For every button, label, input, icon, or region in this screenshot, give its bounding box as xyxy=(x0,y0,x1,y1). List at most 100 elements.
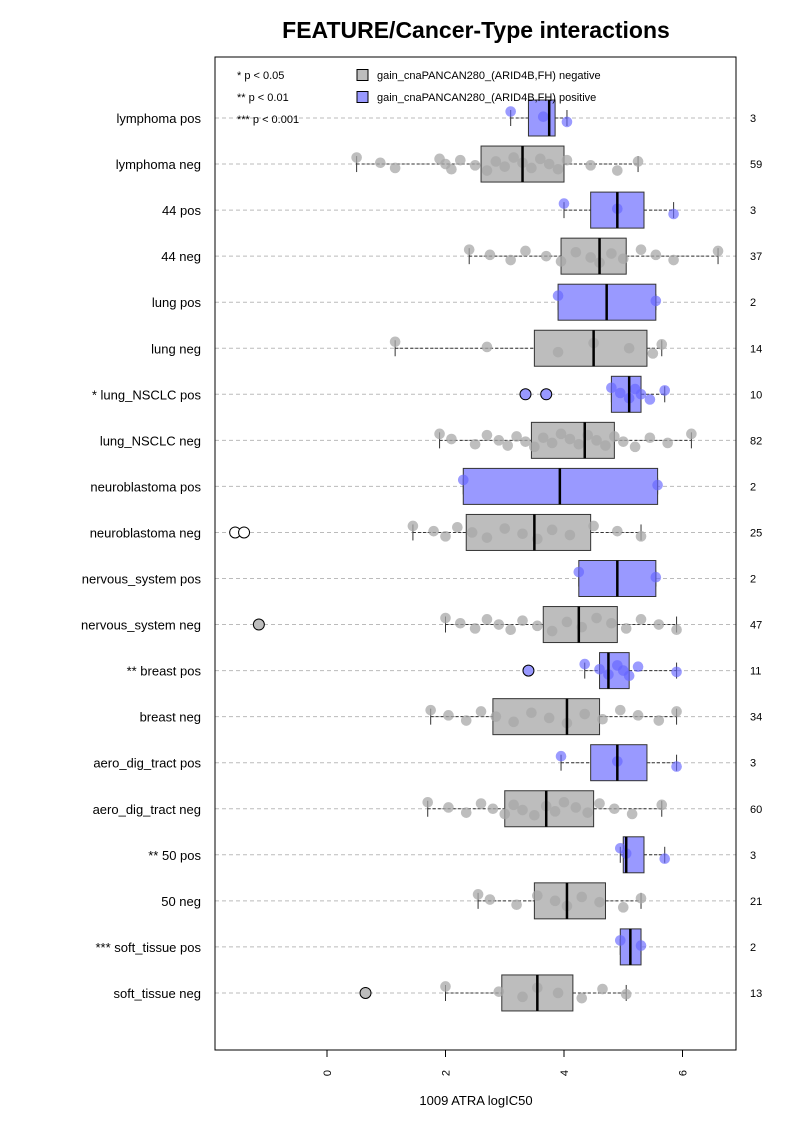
data-point xyxy=(585,160,596,171)
data-point xyxy=(712,245,724,257)
data-point xyxy=(564,529,576,541)
data-point xyxy=(564,433,576,445)
row-label: ** 50 pos xyxy=(148,848,201,863)
sample-counts: 3 59 3 37 2 14 10 82 2 25 2 47 11 34 3 60 3 21 2 13 xyxy=(750,113,762,1000)
data-point xyxy=(650,571,662,583)
data-point xyxy=(591,435,602,446)
data-point xyxy=(671,706,682,717)
data-point xyxy=(469,623,481,634)
data-point xyxy=(517,804,528,816)
data-point xyxy=(668,208,679,220)
x-axis: 0 2 4 6 xyxy=(322,1050,690,1076)
data-point xyxy=(511,899,522,911)
data-point xyxy=(612,165,623,176)
box-row xyxy=(552,283,662,321)
data-point xyxy=(493,619,505,630)
data-point xyxy=(558,796,570,808)
row-label: 44 neg xyxy=(161,249,201,264)
data-point xyxy=(600,440,611,451)
box-row xyxy=(422,790,668,828)
data-point xyxy=(469,160,481,171)
data-point xyxy=(552,346,564,358)
data-point xyxy=(351,152,362,163)
row-label: nervous_system pos xyxy=(82,572,202,587)
data-point xyxy=(487,803,499,815)
row-count: 60 xyxy=(750,804,762,816)
data-point xyxy=(561,116,573,128)
row-count: 3 xyxy=(750,205,756,217)
row-count: 14 xyxy=(750,343,762,355)
data-point xyxy=(647,348,659,359)
data-point xyxy=(635,531,647,542)
data-point xyxy=(597,713,608,725)
row-count: 2 xyxy=(750,297,756,309)
data-point xyxy=(499,808,511,820)
data-point xyxy=(472,889,484,900)
row-count: 11 xyxy=(750,666,761,678)
data-point xyxy=(671,761,682,772)
data-point xyxy=(499,523,511,534)
significance-legend-entry: ** p < 0.01 xyxy=(237,92,289,104)
data-point xyxy=(446,163,457,175)
data-point xyxy=(650,249,662,261)
data-point xyxy=(526,707,537,719)
data-point xyxy=(579,708,591,720)
x-tick-label: 4 xyxy=(559,1070,571,1076)
data-point xyxy=(617,253,629,265)
data-point xyxy=(606,248,617,259)
row-count: 10 xyxy=(750,389,762,401)
significance-legend-entry: * p < 0.05 xyxy=(237,70,284,82)
box-row xyxy=(252,606,682,644)
row-label: lung neg xyxy=(151,341,201,356)
data-point xyxy=(635,244,647,255)
data-point xyxy=(481,165,493,176)
x-tick-label: 0 xyxy=(322,1070,334,1076)
row-label: 50 neg xyxy=(161,894,201,909)
data-point xyxy=(594,664,605,675)
row-count: 3 xyxy=(750,850,756,862)
data-point xyxy=(555,256,567,267)
data-point xyxy=(502,440,514,451)
data-point xyxy=(570,246,582,258)
row-count: 2 xyxy=(750,942,756,954)
row-label: 44 pos xyxy=(162,203,202,218)
row-label: lymphoma pos xyxy=(116,111,201,126)
data-point xyxy=(606,617,617,629)
row-label: lung_NSCLC neg xyxy=(100,433,201,448)
data-point xyxy=(475,798,487,809)
box-row xyxy=(351,145,644,183)
data-point xyxy=(632,710,644,721)
outlier-point xyxy=(540,388,553,401)
box-row xyxy=(614,928,647,966)
plot-frame xyxy=(214,56,737,1051)
data-point xyxy=(576,891,588,903)
data-point xyxy=(484,249,496,261)
legend-swatch xyxy=(356,69,369,81)
data-point xyxy=(490,711,502,722)
row-count: 37 xyxy=(750,251,762,263)
data-point xyxy=(644,394,656,405)
boxes xyxy=(229,99,724,1012)
row-count: 3 xyxy=(750,758,756,770)
box-row xyxy=(558,191,679,229)
row-label: lung pos xyxy=(152,295,202,310)
row-label: * lung_NSCLC pos xyxy=(92,387,202,402)
data-point xyxy=(555,750,567,762)
data-point xyxy=(389,162,401,174)
data-point xyxy=(629,441,641,453)
data-point xyxy=(389,336,401,348)
row-label: aero_dig_tract neg xyxy=(93,802,201,817)
data-point xyxy=(614,935,626,946)
data-point xyxy=(623,670,635,682)
data-point xyxy=(552,290,564,302)
data-point xyxy=(425,704,436,716)
data-point xyxy=(407,520,419,532)
row-label: soft_tissue neg xyxy=(114,986,201,1001)
data-point xyxy=(546,625,558,637)
data-point xyxy=(555,428,567,440)
data-point xyxy=(662,437,673,449)
row-label: neuroblastoma pos xyxy=(90,479,201,494)
data-point xyxy=(576,992,588,1004)
row-count: 21 xyxy=(750,896,762,908)
row-labels: lymphoma pos lymphoma neg 44 pos 44 neg lung… xyxy=(81,111,201,1001)
